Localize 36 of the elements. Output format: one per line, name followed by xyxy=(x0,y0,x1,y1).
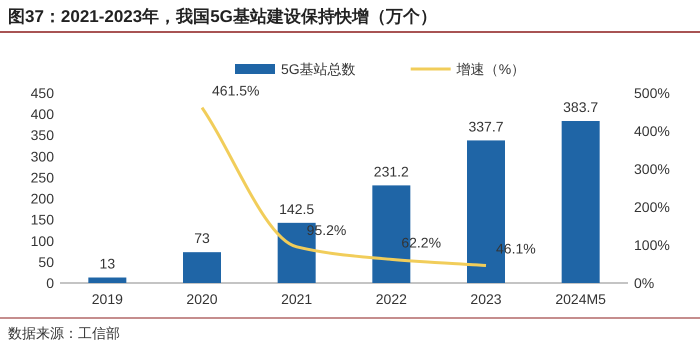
x-tick-label: 2021 xyxy=(281,291,312,307)
y-tick-label: 250 xyxy=(30,169,54,186)
y2-tick-label: 500% xyxy=(634,85,670,101)
y-tick-label: 150 xyxy=(30,212,54,228)
y-tick-label: 0 xyxy=(46,275,54,291)
y-tick-label: 400 xyxy=(30,106,54,122)
x-tick-label: 2023 xyxy=(470,291,502,307)
x-tick-label: 2022 xyxy=(376,291,408,307)
legend-label: 5G基站总数 xyxy=(281,61,356,77)
data-label: 461.5% xyxy=(212,82,260,99)
x-tick-label: 2024M5 xyxy=(555,291,606,307)
y2-tick-label: 200% xyxy=(634,199,670,215)
bar xyxy=(88,278,126,283)
data-label: 73 xyxy=(194,230,210,246)
x-tick-label: 2019 xyxy=(92,291,124,307)
y-tick-label: 350 xyxy=(30,127,54,144)
data-label: 13 xyxy=(100,256,116,272)
y2-tick-label: 400% xyxy=(634,123,670,139)
data-label: 142.5 xyxy=(279,200,314,217)
x-tick-label: 2020 xyxy=(186,291,218,307)
y-tick-label: 100 xyxy=(30,232,54,249)
chart-title: 图37：2021-2023年，我国5G基站建设保持快增（万个） xyxy=(8,7,437,26)
y2-tick-label: 100% xyxy=(634,237,670,253)
y-tick-label: 50 xyxy=(38,254,54,270)
data-label: 231.2 xyxy=(374,163,410,180)
y-tick-label: 300 xyxy=(30,148,54,164)
bar xyxy=(562,120,600,283)
data-label: 383.7 xyxy=(563,98,598,115)
y-tick-label: 450 xyxy=(30,85,54,101)
data-label: 337.7 xyxy=(468,118,504,134)
y2-tick-label: 0% xyxy=(634,275,654,291)
y2-tick-label: 300% xyxy=(634,161,670,177)
bar xyxy=(183,252,221,283)
source-note: 数据来源：工信部 xyxy=(8,325,120,341)
y-tick-label: 200 xyxy=(30,190,54,207)
legend-label: 增速（%） xyxy=(456,61,526,77)
